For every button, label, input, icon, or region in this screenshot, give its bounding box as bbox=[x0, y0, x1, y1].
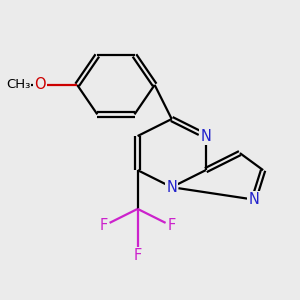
Text: N: N bbox=[248, 192, 259, 207]
Text: F: F bbox=[134, 248, 142, 263]
Text: CH₃: CH₃ bbox=[6, 78, 31, 92]
Text: N: N bbox=[166, 180, 177, 195]
Text: N: N bbox=[200, 129, 211, 144]
Text: F: F bbox=[168, 218, 176, 233]
Text: F: F bbox=[99, 218, 108, 233]
Text: O: O bbox=[34, 77, 46, 92]
